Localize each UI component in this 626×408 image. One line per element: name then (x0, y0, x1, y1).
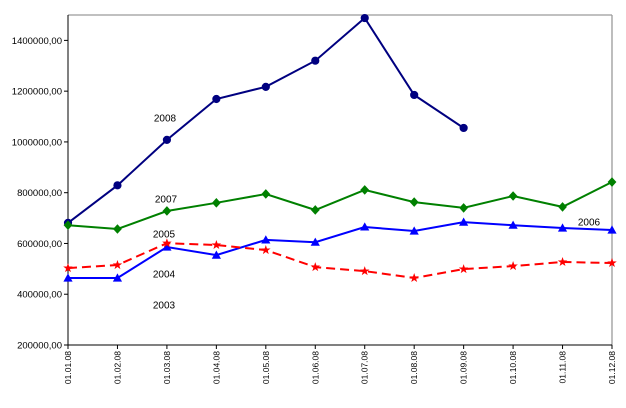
y-axis-label: 600000,00 (17, 239, 62, 250)
y-axis-label: 1000000,00 (12, 137, 62, 148)
x-axis-label: 01.12.08 (607, 351, 617, 384)
y-axis-label: 400000,00 (17, 290, 62, 301)
x-axis-label: 01.07.08 (360, 351, 370, 384)
series-2007-marker (508, 191, 518, 201)
series-2008-marker (261, 82, 270, 91)
x-axis-label: 01.10.08 (508, 351, 518, 384)
series-2008-marker (212, 94, 221, 104)
series-2007-marker (261, 189, 271, 199)
x-axis-label: 01.11.08 (558, 351, 568, 384)
series-annotation: 2008 (154, 114, 177, 125)
series-2006-marker (310, 237, 320, 246)
x-axis-label: 01.01.08 (63, 351, 73, 384)
series-2006-marker (607, 225, 617, 234)
series-2005-marker (112, 260, 123, 270)
series-2006-marker (211, 250, 221, 259)
x-axis-label: 01.06.08 (310, 351, 320, 384)
series-2006-marker (112, 273, 123, 282)
series-2007-marker (360, 185, 370, 195)
series-2007-marker (409, 197, 419, 207)
series-annotation: 2004 (153, 270, 176, 281)
x-axis-label: 01.04.08 (211, 351, 221, 384)
series-2008-marker (360, 13, 369, 23)
series-2005-marker (162, 238, 172, 248)
series-2006-marker (409, 226, 419, 235)
series-2005-marker (458, 264, 469, 274)
series-2005-marker (359, 266, 370, 276)
x-axis-label: 01.09.08 (459, 351, 469, 384)
series-2005-marker (607, 258, 617, 268)
series-2005-marker (310, 262, 321, 272)
series-annotation: 2007 (155, 195, 178, 206)
series-2007-marker (113, 224, 122, 234)
x-axis-label: 01.03.08 (162, 351, 172, 384)
series-2005-marker (211, 239, 222, 250)
series-2008-marker (459, 123, 468, 133)
series-2006-marker (360, 222, 370, 231)
y-axis-label: 1400000,00 (12, 36, 62, 47)
series-2007-marker (162, 206, 172, 216)
series-annotation: 2005 (153, 230, 176, 241)
series-2007-marker (211, 198, 221, 208)
series-line-2005 (67, 242, 613, 280)
series-2006-marker (459, 217, 469, 226)
series-line-2006 (68, 221, 613, 279)
series-2005-marker (261, 245, 271, 255)
series-2005-marker (409, 272, 419, 283)
series-2008-marker (162, 135, 172, 144)
series-2008-marker (113, 181, 122, 190)
y-axis-label: 200000,00 (17, 341, 62, 352)
series-2005-marker (557, 256, 568, 267)
x-axis-label: 01.02.08 (112, 351, 122, 384)
x-axis-label: 01.08.08 (409, 351, 419, 384)
series-2007-marker (459, 203, 469, 213)
series-2007-marker (63, 220, 73, 230)
y-axis-label: 800000,00 (17, 188, 62, 199)
series-2005-marker (63, 263, 73, 273)
series-2006-marker (63, 273, 73, 282)
series-2005-marker (508, 261, 518, 271)
series-2008-marker (311, 56, 320, 65)
y-axis-label: 1200000,00 (12, 87, 62, 98)
series-line-2007 (67, 181, 613, 231)
series-2007-marker (558, 202, 567, 212)
series-2007-marker (310, 205, 320, 215)
series-2007-marker (607, 177, 617, 187)
series-2008-marker (410, 90, 419, 100)
series-2006-marker (162, 242, 172, 251)
series-2006-marker (508, 220, 518, 229)
series-annotation: 2003 (153, 301, 176, 312)
series-annotation: 2006 (578, 218, 601, 229)
x-axis-label: 01.05.08 (261, 351, 271, 384)
series-2006-marker (261, 235, 271, 244)
series-2006-marker (557, 223, 568, 232)
